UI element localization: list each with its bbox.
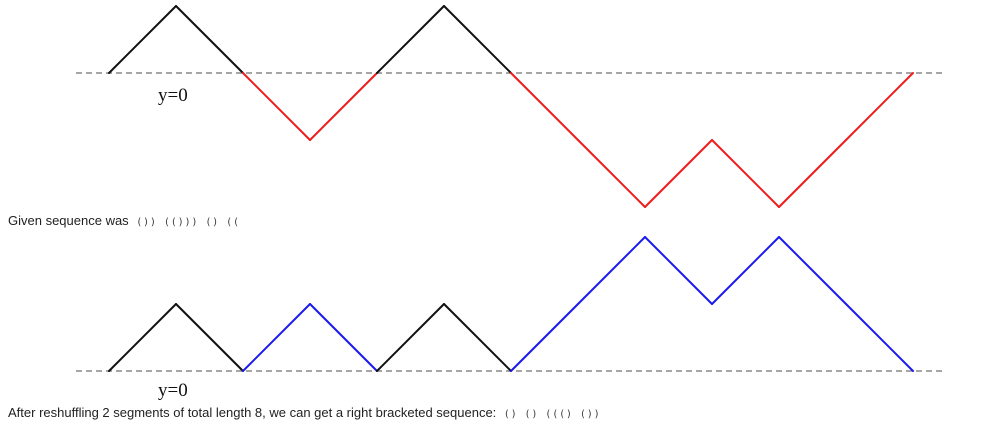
given-sequence-caption: Given sequence was ()) (())) () (( [8,213,240,231]
top-path-segments [108,5,914,208]
bottom-path-step-8 [577,236,646,305]
top-path-step-7 [510,72,579,141]
bottom-path-step-6 [443,303,512,372]
top-path-step-10 [711,139,780,208]
bottom-path-step-2 [175,303,244,372]
bracket-sequence-diagram: y=0 y=0 [76,5,946,400]
top-path-step-12 [845,72,914,141]
top-path-step-1 [108,5,177,74]
given-sequence-value: ()) (())) () (( [136,217,241,228]
top-path-step-5 [376,5,445,74]
top-baseline-label: y=0 [158,85,188,106]
bottom-path-step-11 [778,236,847,305]
given-sequence-text: Given sequence was [8,213,129,228]
bottom-path-step-7 [510,303,579,372]
top-path-step-6 [443,5,512,74]
top-path-step-11 [778,139,847,208]
top-path-step-4 [309,72,378,141]
bottom-baseline-label: y=0 [158,380,188,400]
top-path-step-3 [242,72,311,141]
bottom-path-step-9 [644,236,713,305]
top-path-step-2 [175,5,244,74]
bottom-path-segments [108,236,914,372]
bottom-path-step-5 [376,303,445,372]
bottom-path-diagram: y=0 [76,236,946,400]
bottom-path-step-1 [108,303,177,372]
result-sequence-value: () () ((() ()) [503,409,601,420]
bottom-path-step-3 [242,303,311,372]
bottom-path-step-12 [845,303,914,372]
top-path-step-8 [577,139,646,208]
result-sequence-caption: After reshuffling 2 segments of total le… [8,405,601,423]
result-sequence-text: After reshuffling 2 segments of total le… [8,405,497,420]
top-path-diagram: y=0 [76,5,946,208]
top-path-step-9 [644,139,713,208]
bottom-path-step-4 [309,303,378,372]
bottom-path-step-10 [711,236,780,305]
